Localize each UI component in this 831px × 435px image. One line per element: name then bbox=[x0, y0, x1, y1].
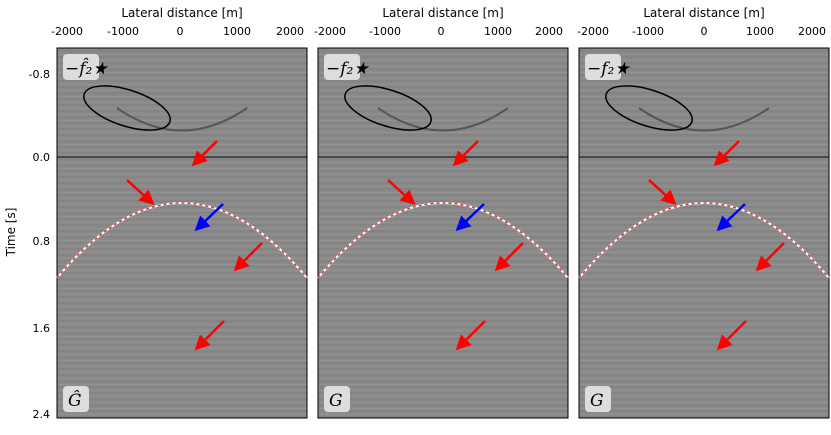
red-arrow bbox=[387, 179, 416, 206]
x-tick: -1000 bbox=[632, 25, 664, 38]
bottom-label-box bbox=[63, 386, 89, 412]
red-arrow bbox=[452, 140, 479, 167]
x-axis-label: Lateral distance [m] bbox=[643, 6, 764, 20]
x-tick: 1000 bbox=[223, 25, 251, 38]
red-arrow bbox=[648, 179, 677, 206]
top-label: −f₂★ bbox=[326, 59, 370, 79]
x-tick: 2000 bbox=[535, 25, 563, 38]
red-arrow bbox=[755, 242, 785, 272]
reflection-curve bbox=[317, 202, 569, 279]
panel-image bbox=[578, 47, 830, 419]
blue-arrow bbox=[455, 203, 485, 232]
red-arrow bbox=[233, 242, 263, 272]
x-tick: 0 bbox=[701, 25, 708, 38]
red-arrow bbox=[194, 320, 225, 351]
x-tick: -2000 bbox=[577, 25, 609, 38]
y-ticks: -0.8 0.0 0.8 1.6 2.4 bbox=[29, 68, 50, 421]
x-tick: 2000 bbox=[276, 25, 304, 38]
upper-event bbox=[377, 107, 509, 132]
x-axis-label: Lateral distance [m] bbox=[382, 6, 503, 20]
top-label-box bbox=[324, 54, 360, 80]
bottom-label-box bbox=[324, 386, 350, 412]
reflection-curve bbox=[56, 202, 308, 279]
y-tick: 0.8 bbox=[33, 235, 51, 248]
red-arrow bbox=[126, 179, 155, 206]
panel-image bbox=[56, 47, 308, 419]
x-axis-label: Lateral distance [m] bbox=[121, 6, 242, 20]
red-arrow bbox=[716, 320, 747, 351]
x-tick: -1000 bbox=[369, 25, 401, 38]
upper-event bbox=[638, 107, 770, 132]
x-tick: -2000 bbox=[51, 25, 83, 38]
x-tick: -1000 bbox=[107, 25, 139, 38]
red-arrow bbox=[455, 320, 486, 351]
top-label-box bbox=[585, 54, 621, 80]
y-tick: 0.0 bbox=[33, 151, 51, 164]
x-tick: -2000 bbox=[314, 25, 346, 38]
top-label: −f₂★ bbox=[587, 59, 631, 79]
highlight-ellipse bbox=[344, 85, 432, 131]
red-arrow bbox=[191, 140, 218, 167]
blue-arrow bbox=[716, 203, 746, 232]
x-ticks-panel-2: -2000 -1000 0 1000 2000 bbox=[314, 25, 563, 38]
upper-event bbox=[116, 107, 248, 132]
x-tick: 1000 bbox=[746, 25, 774, 38]
y-tick: 1.6 bbox=[33, 322, 51, 335]
panel-1: −f̂₂★ Ĝ bbox=[56, 47, 308, 419]
red-arrow bbox=[713, 140, 740, 167]
highlight-ellipse bbox=[83, 85, 171, 131]
x-ticks-panel-3: -2000 -1000 0 1000 2000 bbox=[577, 25, 826, 38]
x-tick: 0 bbox=[177, 25, 184, 38]
bottom-label-box bbox=[585, 386, 611, 412]
top-label: −f̂₂★ bbox=[65, 58, 109, 79]
panel-2: −f₂★ G bbox=[317, 47, 569, 419]
bottom-label: G bbox=[329, 391, 343, 411]
bottom-label: G bbox=[590, 391, 604, 411]
panel-image bbox=[317, 47, 569, 419]
x-tick: 2000 bbox=[798, 25, 826, 38]
top-label-box bbox=[63, 54, 99, 80]
red-arrow bbox=[494, 242, 524, 272]
highlight-ellipse bbox=[605, 85, 693, 131]
y-tick: -0.8 bbox=[29, 68, 50, 81]
y-tick: 2.4 bbox=[33, 408, 51, 421]
x-tick: 0 bbox=[438, 25, 445, 38]
panel-3: −f₂★ G bbox=[578, 47, 830, 419]
reflection-curve bbox=[578, 202, 830, 279]
y-axis-label: Time [s] bbox=[4, 208, 18, 258]
x-ticks-panel-1: -2000 -1000 0 1000 2000 bbox=[51, 25, 304, 38]
x-tick: 1000 bbox=[484, 25, 512, 38]
blue-arrow bbox=[194, 203, 224, 232]
bottom-label: Ĝ bbox=[68, 390, 82, 411]
